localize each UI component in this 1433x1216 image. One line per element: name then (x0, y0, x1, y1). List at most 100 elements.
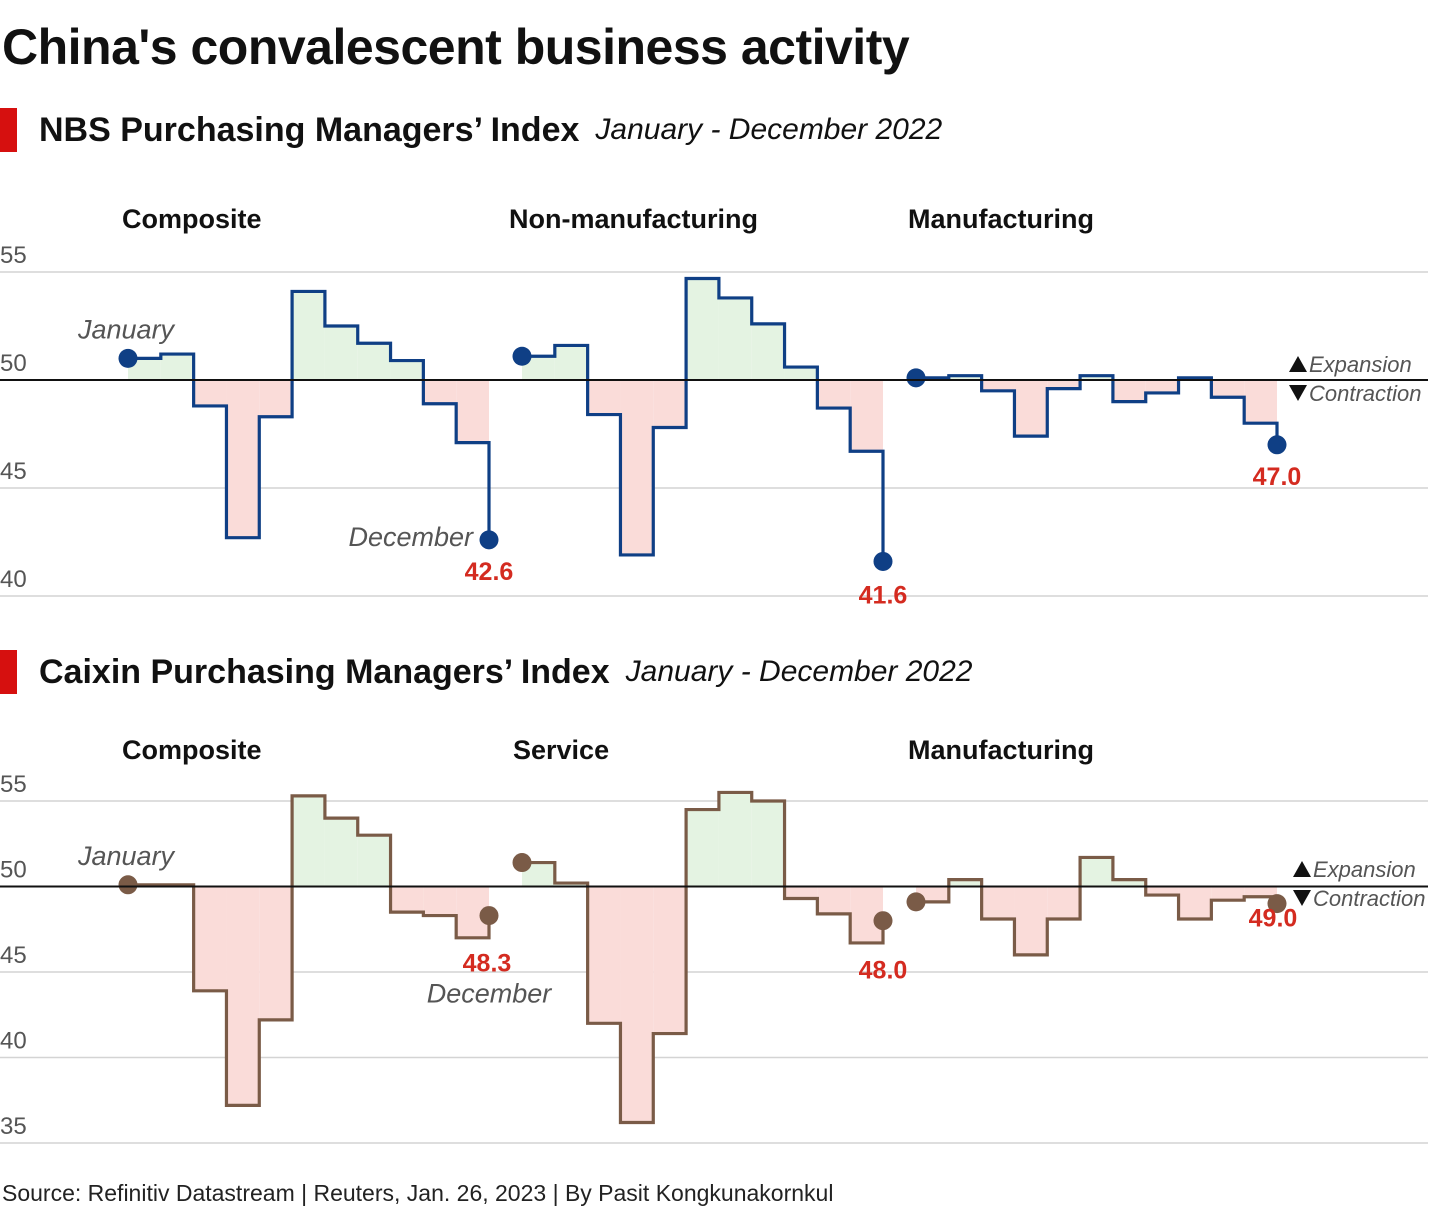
series-end-point (873, 911, 893, 931)
expansion-arrow-icon (1293, 861, 1311, 877)
fill-area (751, 801, 785, 887)
series-start-point (512, 853, 532, 873)
series-start-point (906, 368, 926, 388)
caixin-section-marker (0, 650, 17, 694)
fill-area (423, 886, 457, 916)
fill-area (1211, 886, 1245, 901)
december-annotation: December (427, 979, 553, 1009)
fill-area (292, 795, 325, 887)
fill-area (620, 380, 654, 555)
fill-area (1014, 380, 1048, 437)
fill-area (292, 291, 325, 380)
y-tick-label: 35 (0, 1113, 27, 1140)
end-value-label: 42.6 (465, 558, 514, 586)
panel-title: Manufacturing (908, 204, 1094, 234)
y-tick-label: 55 (0, 242, 27, 269)
series-start-point (118, 348, 138, 368)
fill-area (718, 297, 752, 380)
fill-area (259, 380, 293, 417)
series-line (916, 374, 1279, 445)
end-value-label: 41.6 (859, 581, 908, 609)
y-tick-label: 40 (0, 566, 27, 593)
series-end-point (1267, 894, 1287, 914)
fill-area (1178, 886, 1212, 919)
series-line (522, 790, 885, 1125)
series-line (916, 855, 1279, 957)
fill-area (160, 354, 194, 380)
fill-area (193, 380, 227, 406)
contraction-arrow-icon (1289, 385, 1307, 401)
fill-area (686, 278, 719, 380)
fill-area (1047, 886, 1081, 919)
fill-area (718, 792, 752, 887)
y-tick-label: 45 (0, 942, 27, 969)
fill-area (1047, 380, 1081, 389)
fill-area (324, 326, 358, 380)
panel-title: Composite (122, 204, 262, 234)
source-note: Source: Refinitiv Datastream | Reuters, … (2, 1180, 834, 1206)
contraction-legend-label: Contraction (1313, 886, 1426, 911)
fill-area (1211, 380, 1245, 398)
fill-area (522, 356, 555, 380)
series-end-point (1267, 435, 1287, 455)
y-tick-label: 45 (0, 458, 27, 485)
fill-area (357, 835, 391, 887)
fill-area (554, 345, 588, 380)
panel-title: Composite (122, 735, 262, 765)
series-end-point (479, 530, 499, 550)
fill-area (817, 380, 851, 409)
nbs-section-marker (0, 108, 17, 152)
y-tick-label: 50 (0, 857, 27, 884)
fill-area (390, 886, 424, 913)
contraction-legend-label: Contraction (1309, 381, 1422, 406)
fill-area (784, 367, 818, 380)
caixin-section-header: Caixin Purchasing Managers’ Index Januar… (0, 649, 973, 695)
nbs-section-header: NBS Purchasing Managers’ Index January -… (0, 107, 942, 153)
fill-area (981, 380, 1015, 391)
fill-area (1112, 879, 1146, 887)
fill-area (456, 380, 489, 443)
fill-area (128, 358, 161, 380)
fill-area (1145, 886, 1179, 896)
fill-area (948, 879, 982, 887)
fill-area (653, 380, 687, 428)
fill-area (981, 886, 1015, 919)
fill-area (587, 380, 621, 415)
y-tick-label: 55 (0, 771, 27, 798)
nbs-section-title: NBS Purchasing Managers’ Index (39, 110, 580, 149)
fill-area (1244, 886, 1277, 897)
fill-area (390, 360, 424, 380)
y-tick-label: 50 (0, 350, 27, 377)
caixin-section-title: Caixin Purchasing Managers’ Index (39, 652, 610, 691)
caixin-section-subtitle: January - December 2022 (625, 655, 973, 688)
fill-area (850, 380, 883, 452)
fill-area (948, 375, 982, 380)
panel-title: Service (513, 735, 609, 765)
fill-area (653, 886, 687, 1034)
series-end-point (479, 906, 499, 926)
fill-area (522, 862, 555, 887)
main-title: China's convalescent business activity (2, 19, 910, 75)
fill-area (193, 886, 227, 991)
nbs-section-subtitle: January - December 2022 (595, 113, 943, 146)
january-annotation: January (77, 314, 176, 344)
fill-area (587, 886, 621, 1024)
fill-area (1145, 380, 1179, 393)
series-end-point (873, 551, 893, 571)
series-start-point (118, 875, 138, 895)
panel-title: Manufacturing (908, 735, 1094, 765)
expansion-legend-label: Expansion (1309, 352, 1412, 377)
contraction-arrow-icon (1293, 890, 1311, 906)
fill-area (259, 886, 293, 1020)
end-value-label: 48.0 (859, 957, 908, 985)
fill-area (423, 380, 457, 404)
fill-area (751, 323, 785, 380)
fill-area (1080, 375, 1113, 380)
fill-area (784, 886, 818, 899)
fill-area (1014, 886, 1048, 955)
fill-area (1080, 857, 1113, 887)
fill-area (226, 886, 260, 1106)
fill-area (226, 380, 260, 538)
fill-area (357, 343, 391, 380)
